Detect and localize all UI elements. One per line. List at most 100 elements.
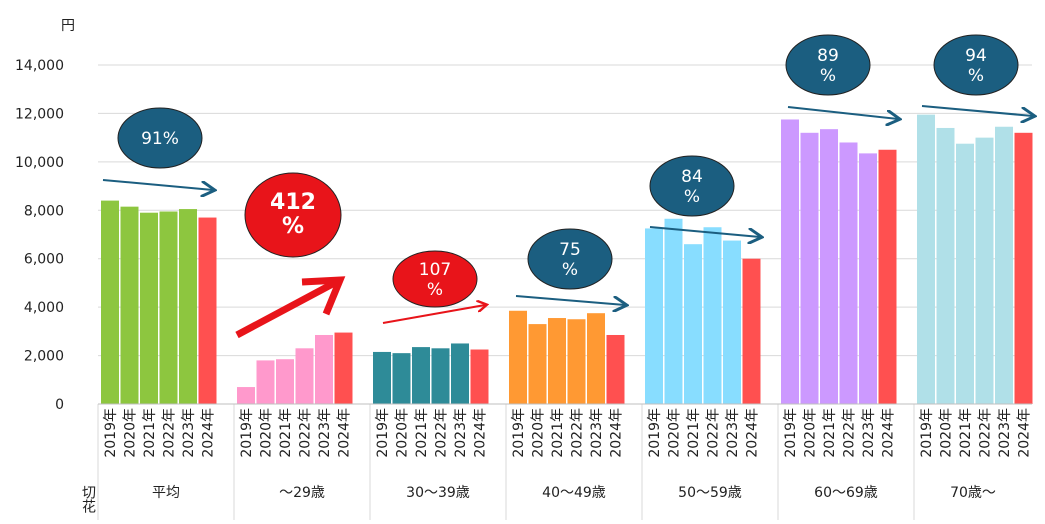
bar xyxy=(703,227,722,404)
bar xyxy=(120,206,139,404)
bar xyxy=(140,212,158,404)
bar xyxy=(820,129,838,405)
group-label: 平均 xyxy=(152,485,180,501)
bar xyxy=(723,240,741,404)
x-tick-label: 2022年 xyxy=(434,408,450,458)
x-tick-label: 2024年 xyxy=(609,408,625,458)
bar xyxy=(237,387,255,404)
x-tick-label: 2019年 xyxy=(511,408,527,458)
x-tick-label: 2024年 xyxy=(337,408,353,458)
x-tick-label: 2024年 xyxy=(745,408,761,458)
trend-arrow xyxy=(382,305,485,324)
bar xyxy=(315,334,333,404)
bar xyxy=(256,360,275,404)
x-tick-label: 2023年 xyxy=(181,408,197,458)
y-tick-label: 4,000 xyxy=(24,300,64,316)
x-tick-label: 2023年 xyxy=(725,408,741,458)
bar xyxy=(276,359,294,404)
annotation-text: % xyxy=(684,187,700,207)
bar xyxy=(179,209,197,404)
x-tick-label: 2020年 xyxy=(123,408,139,458)
bar xyxy=(470,349,489,404)
x-tick-label: 2021年 xyxy=(686,408,702,458)
x-tick-label: 2023年 xyxy=(317,408,333,458)
trend-arrow xyxy=(921,105,1033,116)
bar xyxy=(956,143,974,405)
x-tick-label: 2019年 xyxy=(375,408,391,458)
x-tick-label: 2020年 xyxy=(531,408,547,458)
bar xyxy=(431,348,450,404)
x-tick-label: 2020年 xyxy=(803,408,819,458)
x-tick-label: 2019年 xyxy=(647,408,663,458)
group-label: 30～39歳 xyxy=(406,485,470,501)
bar xyxy=(587,313,605,404)
bar xyxy=(159,211,178,404)
bar xyxy=(295,348,314,404)
bar xyxy=(1014,132,1033,405)
bar xyxy=(412,347,430,404)
y-tick-label: 6,000 xyxy=(24,252,64,268)
bar xyxy=(878,149,897,404)
bar xyxy=(936,127,955,404)
bar xyxy=(684,244,702,404)
x-tick-label: 2022年 xyxy=(570,408,586,458)
x-tick-label: 2024年 xyxy=(1017,408,1033,458)
bar xyxy=(664,218,683,404)
annotation-text: 107 xyxy=(419,260,451,280)
group-label: 50～59歳 xyxy=(678,485,742,501)
bar xyxy=(645,228,663,404)
x-tick-label: 2022年 xyxy=(706,408,722,458)
x-tick-label: 2021年 xyxy=(278,408,294,458)
annotation-bubble xyxy=(785,34,871,96)
bar xyxy=(373,351,391,404)
y-tick-label: 14,000 xyxy=(15,58,64,74)
annotation-text: 89 xyxy=(817,46,839,66)
x-tick-label: 2024年 xyxy=(201,408,217,458)
trend-arrow xyxy=(102,179,213,190)
annotation-bubble xyxy=(392,250,478,308)
y-tick-label: 0 xyxy=(55,397,64,413)
x-tick-label: 2019年 xyxy=(239,408,255,458)
annotation-bubble xyxy=(933,34,1019,96)
bar xyxy=(392,353,411,404)
x-tick-label: 2019年 xyxy=(103,408,119,458)
trend-arrow-head xyxy=(301,276,346,316)
annotation-text: 94 xyxy=(965,46,987,66)
bar xyxy=(742,258,761,404)
annotation-text: % xyxy=(820,66,836,86)
y-unit: 円 xyxy=(61,18,75,34)
annotation-text: % xyxy=(968,66,984,86)
trend-arrow xyxy=(787,106,898,119)
x-tick-label: 2021年 xyxy=(550,408,566,458)
x-tick-label: 2022年 xyxy=(162,408,178,458)
x-tick-label: 2023年 xyxy=(453,408,469,458)
bar xyxy=(334,332,353,404)
bar xyxy=(198,217,217,404)
bar xyxy=(567,319,586,404)
x-tick-label: 2023年 xyxy=(861,408,877,458)
bar xyxy=(101,200,119,404)
annotation-text: % xyxy=(282,214,304,239)
x-tick-label: 2023年 xyxy=(589,408,605,458)
bar xyxy=(839,142,858,404)
bar xyxy=(800,132,819,405)
bar xyxy=(451,343,469,404)
x-tick-label: 2020年 xyxy=(939,408,955,458)
x-tick-label: 2021年 xyxy=(142,408,158,458)
y-tick-label: 8,000 xyxy=(24,203,64,219)
trend-arrow xyxy=(515,295,625,305)
y-tick-label: 10,000 xyxy=(15,155,64,171)
y-tick-label: 12,000 xyxy=(15,106,64,122)
bar xyxy=(975,137,994,404)
x-tick-label: 2022年 xyxy=(298,408,314,458)
x-tick-label: 2022年 xyxy=(842,408,858,458)
annotation-text: 91% xyxy=(141,129,179,149)
bar xyxy=(528,324,547,404)
bar xyxy=(917,114,935,404)
annotation-bubble xyxy=(649,155,735,217)
bar xyxy=(548,318,566,404)
x-tick-label: 2024年 xyxy=(881,408,897,458)
trend-arrow xyxy=(649,226,760,237)
